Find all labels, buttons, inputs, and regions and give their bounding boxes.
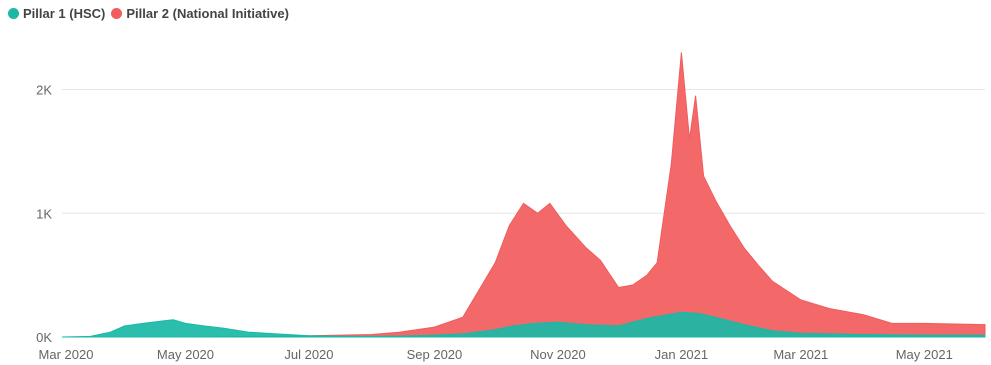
legend-item-pillar-1[interactable]: Pillar 1 (HSC) xyxy=(8,6,105,21)
y-tick-label: 2K xyxy=(36,83,52,98)
y-axis: 0K 1K 2K xyxy=(36,83,52,346)
legend-swatch-pillar-2 xyxy=(111,8,123,19)
legend-item-pillar-2[interactable]: Pillar 2 (National Initiative) xyxy=(111,6,289,21)
x-tick-label: Mar 2020 xyxy=(39,347,94,362)
y-tick-label: 0K xyxy=(36,330,52,345)
series-areas xyxy=(61,52,986,338)
series-area-pillar-2[interactable] xyxy=(62,52,986,338)
x-axis: Mar 2020 May 2020 Jul 2020 Sep 2020 Nov 2020… xyxy=(39,347,953,362)
x-tick-label: May 2020 xyxy=(157,347,214,362)
x-tick-label: May 2021 xyxy=(896,347,953,362)
legend-swatch-pillar-1 xyxy=(8,8,19,19)
x-tick-label: Nov 2020 xyxy=(530,347,586,362)
legend-label-pillar-1: Pillar 1 (HSC) xyxy=(23,6,106,21)
y-tick-label: 1K xyxy=(36,206,52,221)
series-area-pillar-1[interactable] xyxy=(61,311,986,338)
legend: Pillar 1 (HSC) Pillar 2 (National Initia… xyxy=(8,6,289,21)
x-tick-label: Jul 2020 xyxy=(284,347,333,362)
x-tick-label: Sep 2020 xyxy=(407,347,463,362)
legend-label-pillar-2: Pillar 2 (National Initiative) xyxy=(126,6,289,21)
x-tick-label: Mar 2021 xyxy=(773,347,828,362)
x-tick-label: Jan 2021 xyxy=(655,347,709,362)
